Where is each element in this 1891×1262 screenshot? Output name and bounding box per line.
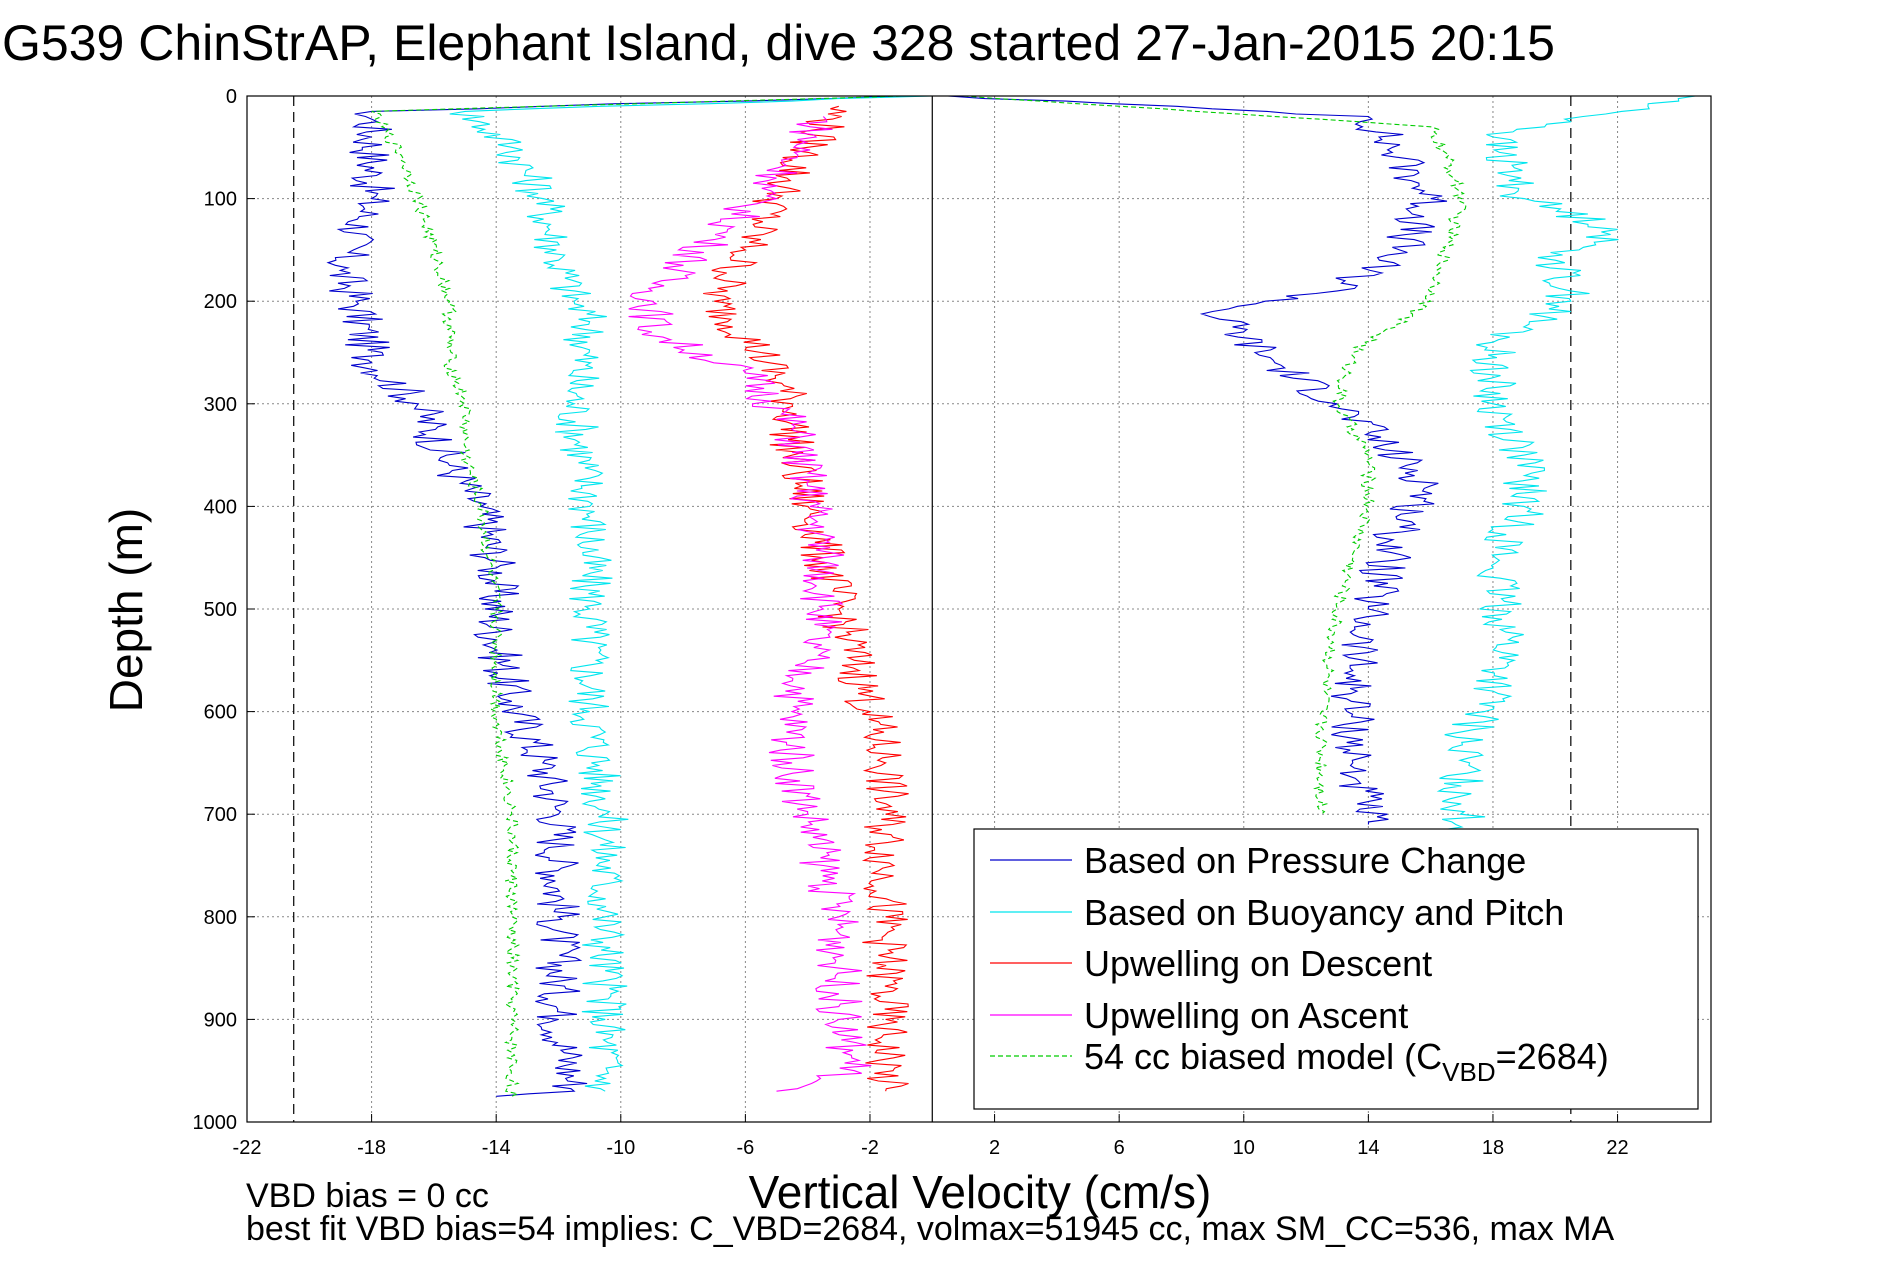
legend-label: Upwelling on Ascent bbox=[1084, 995, 1408, 1036]
legend-box bbox=[973, 828, 1699, 1110]
y-tick-label: 600 bbox=[204, 702, 237, 724]
series-line bbox=[371, 95, 902, 1097]
x-tick-label: -6 bbox=[736, 1137, 754, 1159]
x-tick-label: 10 bbox=[1233, 1137, 1255, 1159]
y-tick-label: 400 bbox=[204, 496, 237, 518]
y-tick-labels: 0 100 200 300 400 500 600 700 800 900 1000 bbox=[193, 86, 255, 1134]
x-tick-label: 6 bbox=[1114, 1137, 1125, 1159]
x-tick-label: 18 bbox=[1482, 1137, 1504, 1159]
x-tick-label: -10 bbox=[606, 1137, 635, 1159]
legend-label: Based on Pressure Change bbox=[1084, 840, 1526, 881]
series-line bbox=[947, 95, 1448, 825]
y-tick-label: 300 bbox=[204, 394, 237, 416]
x-axis-label: Vertical Velocity (cm/s) bbox=[749, 1166, 1212, 1218]
x-tick-label: -14 bbox=[482, 1137, 511, 1159]
series-lines bbox=[326, 95, 1696, 1097]
series-line bbox=[449, 95, 933, 1092]
plot-border bbox=[246, 95, 1712, 1123]
y-tick-label: 100 bbox=[204, 189, 237, 211]
series-line bbox=[628, 116, 872, 1092]
y-tick-label: 900 bbox=[204, 1009, 237, 1031]
y-tick-label: 500 bbox=[204, 599, 237, 621]
series-line bbox=[326, 95, 902, 1097]
y-tick-label: 800 bbox=[204, 907, 237, 929]
y-axis-label: Depth (m) bbox=[100, 508, 152, 712]
footer-line-1: VBD bias = 0 cc bbox=[246, 1177, 489, 1215]
chart-title: G539 ChinStrAP, Elephant Island, dive 32… bbox=[2, 15, 1555, 71]
series-line bbox=[703, 105, 909, 1092]
y-tick-label: 200 bbox=[204, 291, 237, 313]
footer-line-2: best fit VBD bias=54 implies: C_VBD=2684… bbox=[246, 1210, 1615, 1248]
x-tick-label: 14 bbox=[1357, 1137, 1379, 1159]
legend-label: Based on Buoyancy and Pitch bbox=[1084, 892, 1564, 933]
y-tick-label: 1000 bbox=[193, 1112, 238, 1134]
series-line bbox=[1436, 95, 1696, 836]
x-tick-label: -18 bbox=[357, 1137, 386, 1159]
legend-label: Upwelling on Descent bbox=[1084, 943, 1432, 984]
x-tick-label: -2 bbox=[861, 1137, 879, 1159]
x-tick-label: -22 bbox=[233, 1137, 262, 1159]
x-tick-label: 2 bbox=[989, 1137, 1000, 1159]
x-tick-label: 22 bbox=[1606, 1137, 1628, 1159]
y-tick-label: 0 bbox=[226, 86, 237, 108]
x-tick-labels: -22 -18 -14 -10 -6 -2 2 6 10 14 18 22 bbox=[233, 1114, 1629, 1159]
y-tick-label: 700 bbox=[204, 804, 237, 826]
legend: Based on Pressure Change Based on Buoyanc… bbox=[973, 828, 1699, 1110]
series-line bbox=[963, 95, 1467, 815]
